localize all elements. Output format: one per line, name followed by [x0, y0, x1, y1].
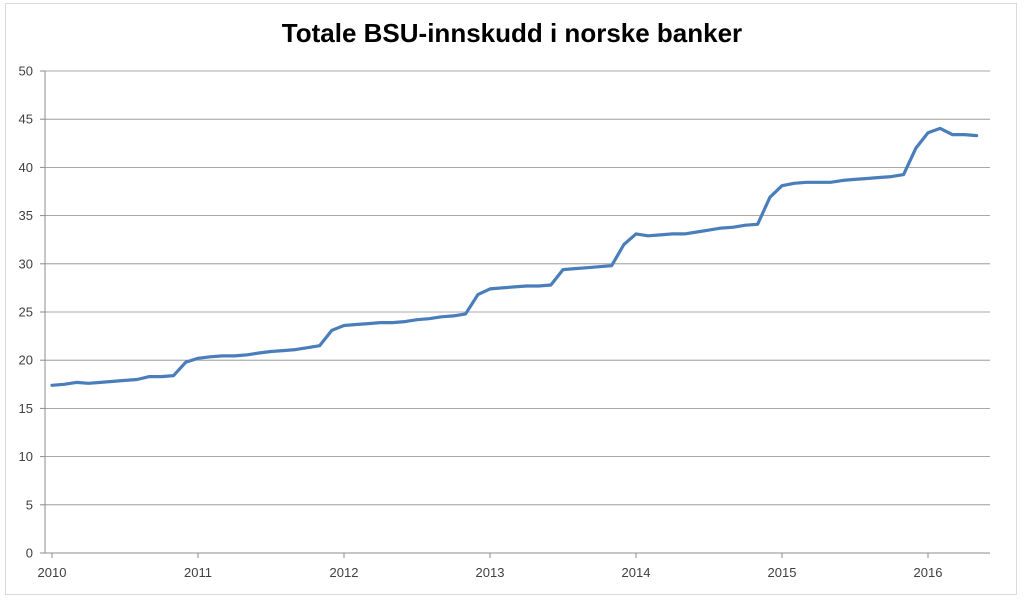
- y-tick-labels: 0 5 10 15 20 25 30 35 40 45 50: [19, 64, 33, 561]
- chart-title: Totale BSU-innskudd i norske banker: [281, 18, 743, 48]
- y-tick-label: 25: [19, 305, 33, 320]
- x-tick-labels: 2010 2011 2012 2013 2014 2015 2016: [38, 565, 943, 580]
- x-tick-label: 2014: [622, 565, 651, 580]
- x-tick-label: 2010: [38, 565, 67, 580]
- x-tick-label: 2015: [768, 565, 797, 580]
- axes: [40, 70, 990, 558]
- y-tick-label: 35: [19, 208, 33, 223]
- x-tick-label: 2012: [330, 565, 359, 580]
- y-tick-label: 5: [26, 497, 33, 512]
- y-tick-label: 20: [19, 353, 33, 368]
- x-tick-label: 2011: [184, 565, 212, 580]
- y-tick-label: 40: [19, 160, 33, 175]
- series-layer: [50, 126, 979, 387]
- grid-lines: [45, 70, 990, 506]
- y-tick-label: 45: [19, 112, 33, 127]
- chart-frame: [5, 3, 1017, 595]
- y-tick-label: 30: [19, 256, 33, 271]
- x-tick-label: 2013: [476, 565, 505, 580]
- y-tick-label: 0: [26, 546, 33, 561]
- y-tick-label: 10: [19, 449, 33, 464]
- y-tick-label: 15: [19, 401, 33, 416]
- x-tick-label: 2016: [914, 565, 943, 580]
- series-line: [50, 126, 979, 387]
- y-tick-label: 50: [19, 64, 33, 79]
